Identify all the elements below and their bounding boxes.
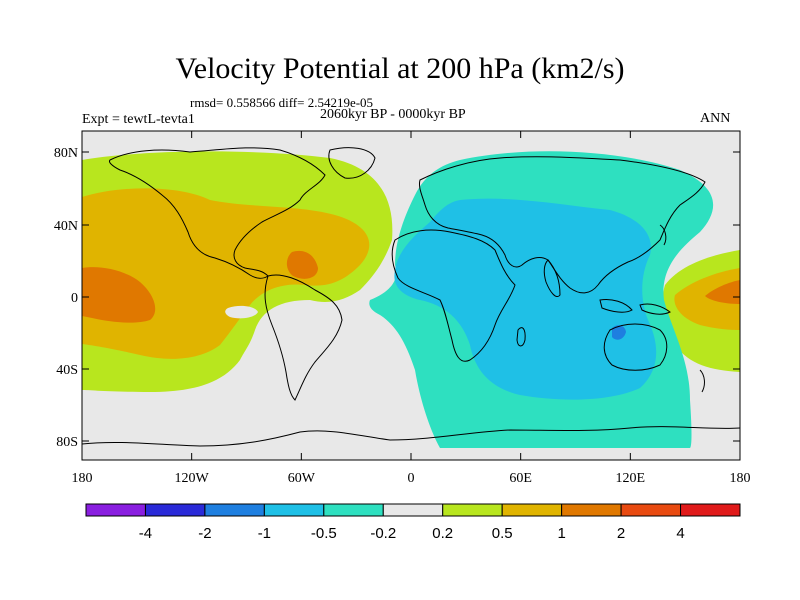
colorbar-swatch bbox=[204, 503, 265, 517]
colorbar-label: 0.2 bbox=[432, 525, 453, 542]
lon-label: 60W bbox=[288, 471, 316, 486]
chart-title: Velocity Potential at 200 hPa (km2/s) bbox=[175, 52, 625, 85]
pos-strong-region-2 bbox=[286, 250, 318, 279]
lat-label: 80S bbox=[56, 435, 78, 450]
lon-label: 120E bbox=[616, 471, 646, 486]
pos-strong-region-east bbox=[705, 280, 740, 304]
colorbar-swatch bbox=[620, 503, 682, 517]
colorbar-swatch bbox=[263, 503, 325, 517]
colorbar-swatch bbox=[144, 503, 206, 517]
lat-label: 0 bbox=[71, 291, 78, 306]
colorbar-label: 2 bbox=[617, 525, 625, 542]
colorbar: -4 -2 -1 -0.5 -0.2 0.2 0.5 1 2 4 bbox=[85, 503, 741, 542]
neutral-hole bbox=[225, 305, 258, 319]
lat-axis: 80N 40N 0 40S 80S bbox=[54, 146, 740, 450]
map-panel bbox=[82, 131, 740, 460]
colorbar-label: -1 bbox=[258, 525, 271, 542]
stats-label: rmsd= 0.558566 diff= 2.54219e-05 bbox=[190, 95, 374, 110]
colorbar-label: 1 bbox=[557, 525, 565, 542]
colorbar-swatch bbox=[680, 503, 741, 517]
season-label: ANN bbox=[700, 111, 731, 126]
experiment-label: Expt = tewtL-tevta1 bbox=[82, 112, 195, 127]
lon-axis: 180 120W 60W 0 60E 120E 180 bbox=[72, 131, 751, 486]
colorbar-swatch bbox=[85, 503, 146, 517]
colorbar-swatch bbox=[501, 503, 563, 517]
coastlines bbox=[82, 147, 740, 447]
lon-label: 60E bbox=[509, 471, 532, 486]
lat-label: 40N bbox=[54, 219, 78, 234]
lat-label: 40S bbox=[56, 363, 78, 378]
lon-label: 180 bbox=[730, 471, 751, 486]
neg-strong-region bbox=[612, 325, 626, 340]
lat-label: 80N bbox=[54, 146, 78, 161]
colorbar-swatch bbox=[382, 503, 444, 517]
neg-mid-region bbox=[394, 198, 657, 400]
pos-strong-region bbox=[82, 267, 156, 323]
colorbar-label: 4 bbox=[676, 525, 684, 542]
pos-mid-region bbox=[82, 188, 370, 359]
lon-label: 180 bbox=[72, 471, 93, 486]
colorbar-label: -4 bbox=[139, 525, 152, 542]
lon-label: 120W bbox=[175, 471, 210, 486]
colorbar-label: -0.2 bbox=[370, 525, 396, 542]
colorbar-swatch bbox=[561, 503, 622, 517]
period-label: 2060kyr BP - 0000kyr BP bbox=[320, 107, 466, 122]
colorbar-swatch bbox=[323, 503, 384, 517]
pos-mid-region-east bbox=[674, 268, 740, 330]
colorbar-label: -2 bbox=[198, 525, 211, 542]
lon-label: 0 bbox=[408, 471, 415, 486]
colorbar-label: 0.5 bbox=[492, 525, 513, 542]
colorbar-label: -0.5 bbox=[311, 525, 337, 542]
colorbar-swatch bbox=[442, 503, 503, 517]
